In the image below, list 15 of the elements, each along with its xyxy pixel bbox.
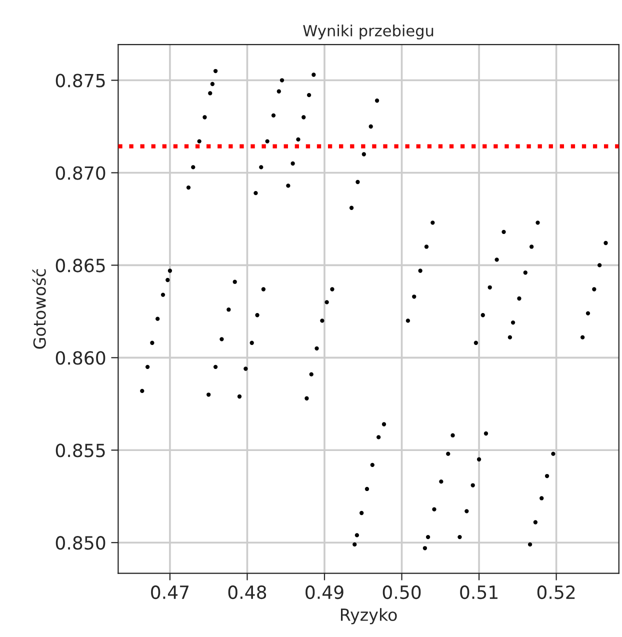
x-tick-label: 0.49 — [306, 585, 344, 600]
x-tick-label: 0.52 — [537, 585, 575, 600]
x-tick-label: 0.50 — [382, 585, 421, 600]
y-tick-label: 0.875 — [56, 74, 105, 88]
y-tick-label: 0.860 — [56, 351, 106, 365]
y-tick-label: 0.865 — [56, 258, 105, 272]
x-tick-label: 0.48 — [228, 585, 266, 600]
y-tick-label: 0.855 — [56, 444, 105, 458]
x-axis-title: Ryzyko — [340, 608, 397, 624]
y-tick-label: 0.870 — [56, 166, 106, 180]
y-tick-label: 0.850 — [56, 536, 106, 550]
chart-title: Wyniki przebiegu — [303, 24, 434, 40]
y-axis-title: Gotowość — [32, 269, 46, 349]
x-tick-label: 0.51 — [460, 585, 498, 600]
x-tick-label: 0.47 — [151, 585, 189, 600]
